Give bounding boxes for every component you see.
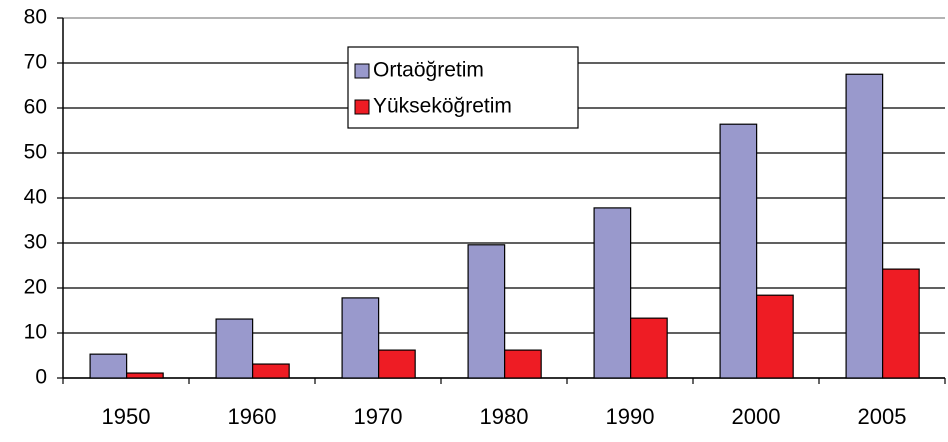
bar (126, 372, 164, 379)
y-tick-label: 20 (24, 276, 47, 299)
legend-label: Ortaöğretim (373, 59, 484, 82)
bar (845, 73, 884, 379)
y-tick-label: 10 (24, 321, 47, 344)
bar (467, 244, 506, 379)
y-tick-label: 30 (24, 231, 47, 254)
x-tick-label: 2000 (732, 404, 781, 429)
bar (719, 123, 758, 379)
x-tick-label: 1980 (480, 404, 529, 429)
bar (630, 317, 668, 379)
y-tick-label: 70 (24, 51, 47, 74)
bar (89, 353, 128, 379)
legend-swatch (354, 63, 370, 79)
y-tick-label: 50 (24, 141, 47, 164)
x-tick-label: 1960 (228, 404, 277, 429)
bar (593, 207, 632, 379)
legend: Ortaöğretim Yükseköğretim (347, 46, 579, 129)
bar (756, 294, 794, 379)
x-tick-label: 1950 (102, 404, 151, 429)
bar (882, 268, 920, 379)
y-tick-label: 40 (24, 186, 47, 209)
bar (504, 349, 542, 379)
legend-swatch (354, 99, 370, 115)
bar (215, 318, 254, 379)
legend-box (347, 46, 579, 129)
x-tick-label: 1990 (606, 404, 655, 429)
y-tick-label: 60 (24, 96, 47, 119)
bar (378, 349, 416, 379)
bar (341, 297, 380, 379)
y-tick-label: 0 (35, 366, 47, 389)
x-tick-label: 2005 (858, 404, 907, 429)
x-tick-label: 1970 (354, 404, 403, 429)
bar (252, 363, 290, 379)
y-tick-label: 80 (24, 6, 47, 29)
legend-label: Yükseköğretim (373, 95, 512, 118)
